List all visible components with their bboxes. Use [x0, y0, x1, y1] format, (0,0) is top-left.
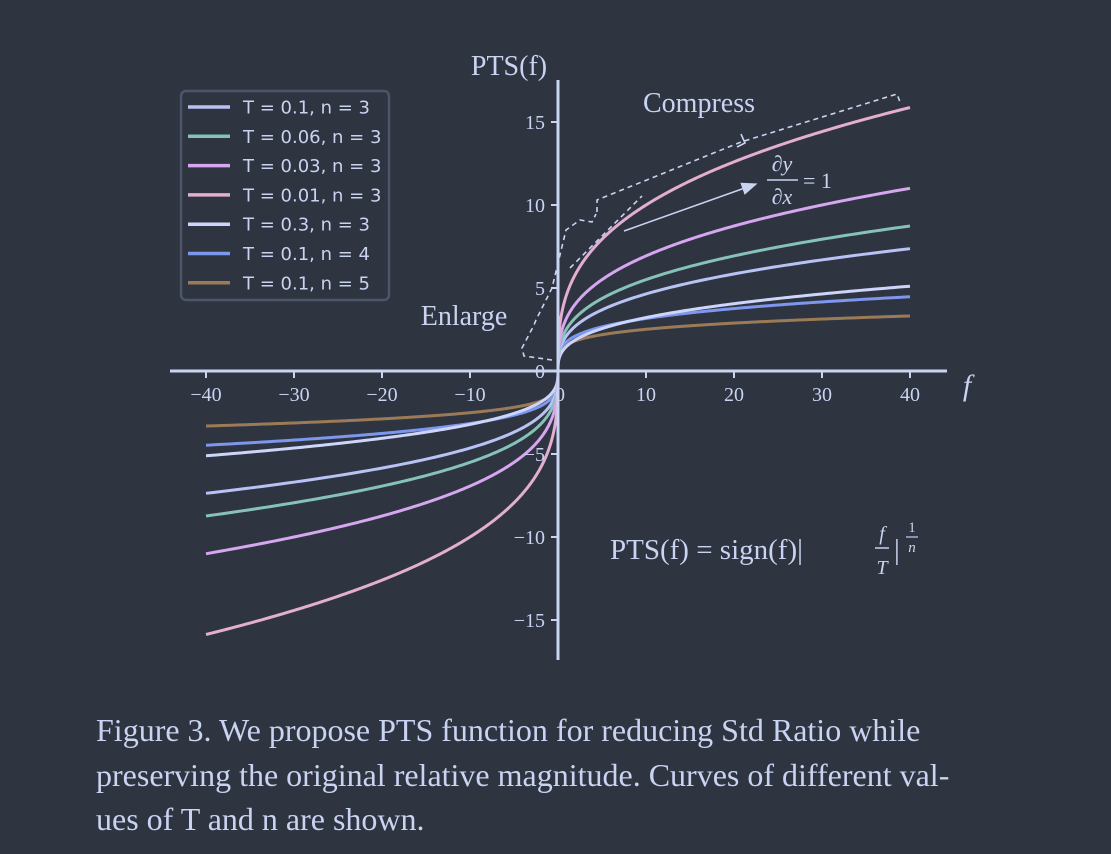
- enlarge-label: Enlarge: [421, 301, 508, 332]
- x-tick-label: −30: [278, 384, 309, 406]
- y-tick-label: 10: [525, 195, 545, 217]
- derivative-numerator: ∂y: [772, 151, 793, 176]
- x-tick-label: 30: [812, 384, 832, 406]
- legend-entry: T = 0.06, n = 3: [242, 127, 381, 148]
- y-tick-label: 0: [535, 361, 545, 383]
- x-tick-label: 20: [724, 384, 744, 406]
- y-tick-label: −5: [524, 444, 545, 466]
- caption-line-1: Figure 3. We propose PTS function for re…: [96, 712, 921, 748]
- y-axis-label: PTS(f): [471, 51, 547, 82]
- x-tick-label: −40: [190, 384, 221, 406]
- formula-frac-den: T: [876, 557, 889, 579]
- x-tick-label: −20: [366, 384, 397, 406]
- legend-entry: T = 0.03, n = 3: [242, 156, 381, 177]
- compress-label: Compress: [643, 88, 755, 119]
- x-tick-label: 40: [900, 384, 920, 406]
- formula-main: PTS(f) = sign(f)|: [610, 534, 803, 566]
- caption-line-2: preserving the original relative magnitu…: [96, 756, 950, 793]
- x-tick-label: −10: [454, 384, 485, 406]
- caption-line-3: ues of T and n are shown.: [96, 801, 425, 837]
- derivative-arrow: [623, 182, 758, 232]
- formula-exp-num: 1: [908, 520, 916, 536]
- legend-entry: T = 0.1, n = 4: [242, 244, 370, 265]
- legend-entry: T = 0.01, n = 3: [242, 185, 381, 206]
- legend-box: [179, 89, 391, 302]
- legend: T = 0.1, n = 3 T = 0.06, n = 3 T = 0.03, n…: [188, 98, 381, 294]
- y-tick-label: −15: [514, 610, 545, 632]
- compress-bracket-notch: [736, 133, 747, 148]
- formula-exp-den: n: [908, 540, 916, 556]
- pts-chart: −40 −30 −20 −10 0 10 20 30 40 −15 −10 −5 0 5 10 15 PTS…: [170, 51, 975, 660]
- legend-entry: T = 0.3, n = 3: [242, 215, 370, 236]
- derivative-denominator: ∂x: [772, 184, 793, 209]
- x-ticks: −40 −30 −20 −10 0 10 20 30 40: [190, 371, 920, 406]
- x-axis-label: f: [963, 369, 975, 402]
- y-tick-label: 5: [535, 278, 545, 300]
- legend-entry: T = 0.1, n = 3: [242, 98, 370, 119]
- figure-caption: Figure 3. We propose PTS function for re…: [96, 708, 1058, 842]
- y-tick-label: −10: [514, 527, 545, 549]
- x-tick-label: 10: [636, 384, 656, 406]
- derivative-equals: = 1: [803, 168, 832, 193]
- y-tick-label: 15: [525, 112, 545, 134]
- y-ticks: −15 −10 −5 0 5 10 15: [514, 112, 558, 632]
- formula-frac-num: f: [879, 523, 887, 545]
- formula-bar: |: [894, 534, 900, 566]
- compress-bracket: [569, 93, 901, 269]
- x-tick-label: 0: [555, 384, 565, 406]
- enlarge-bracket: [521, 213, 597, 361]
- legend-entry: T = 0.1, n = 5: [242, 273, 370, 294]
